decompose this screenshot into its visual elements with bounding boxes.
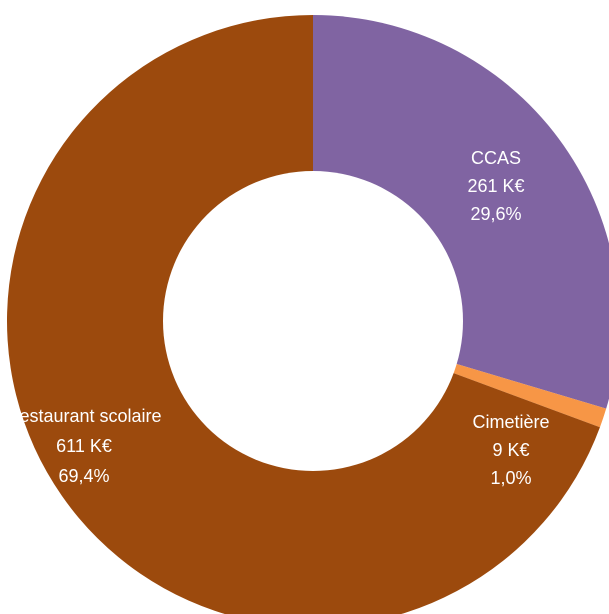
label-restaurant-name: Restaurant scolaire — [6, 406, 161, 426]
label-ccas-percent: 29,6% — [470, 204, 521, 224]
donut-hole — [163, 171, 463, 471]
label-ccas-value: 261 K€ — [467, 176, 524, 196]
label-restaurant-value: 611 K€ — [56, 436, 112, 456]
label-ccas-name: CCAS — [471, 148, 521, 168]
label-ccas: CCAS 261 K€ 29,6% — [467, 148, 524, 224]
label-cimetiere-value: 9 K€ — [492, 440, 529, 460]
label-cimetiere-percent: 1,0% — [490, 468, 531, 488]
label-cimetiere: Cimetière 9 K€ 1,0% — [472, 412, 549, 488]
label-cimetiere-name: Cimetière — [472, 412, 549, 432]
label-restaurant-scolaire: Restaurant scolaire 611 K€ 69,4% — [6, 406, 161, 486]
label-restaurant-percent: 69,4% — [58, 466, 109, 486]
